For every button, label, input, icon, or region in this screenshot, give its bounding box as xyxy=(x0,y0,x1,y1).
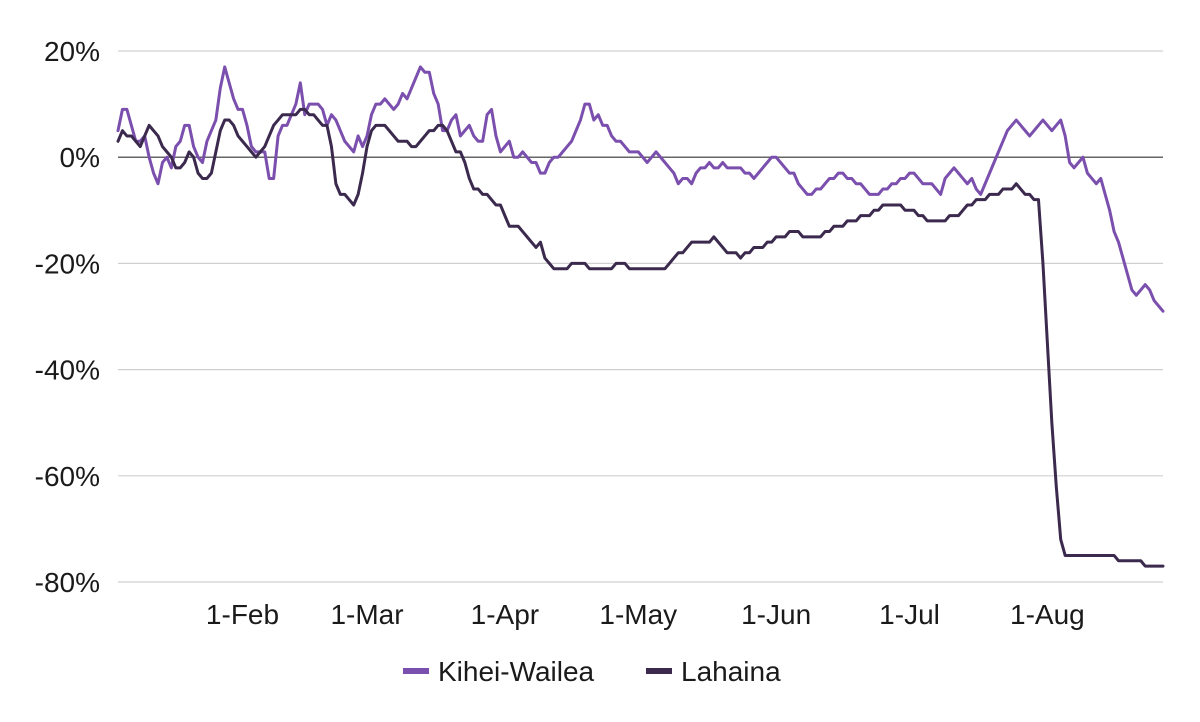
legend-label: Lahaina xyxy=(681,656,781,687)
plot-area xyxy=(116,65,1165,568)
y-tick-label: -80% xyxy=(35,567,100,598)
legend-swatch xyxy=(646,668,672,674)
legend-item-kihei-wailea: Kihei-Wailea xyxy=(403,656,595,687)
series-line-lahaina xyxy=(116,107,1165,568)
x-tick-label: 1-Jun xyxy=(741,599,811,630)
y-tick-label: -40% xyxy=(35,355,100,386)
legend-label: Kihei-Wailea xyxy=(438,656,595,687)
x-tick-label: 1-Apr xyxy=(471,599,539,630)
y-tick-label: -60% xyxy=(35,461,100,492)
x-tick-label: 1-Jul xyxy=(879,599,940,630)
x-tick-label: 1-Aug xyxy=(1010,599,1085,630)
y-tick-label: 0% xyxy=(60,142,100,173)
legend-item-lahaina: Lahaina xyxy=(646,656,781,687)
x-tick-label: 1-May xyxy=(599,599,677,630)
y-tick-label: -20% xyxy=(35,248,100,279)
series-line-kihei-wailea xyxy=(116,65,1165,313)
x-tick-label: 1-Mar xyxy=(330,599,403,630)
gridlines xyxy=(118,50,1163,583)
x-tick-label: 1-Feb xyxy=(206,599,279,630)
y-tick-label: 20% xyxy=(44,36,100,67)
legend: Kihei-Wailea Lahaina xyxy=(403,656,781,687)
legend-swatch xyxy=(403,668,429,674)
y-axis: 20% 0% -20% -40% -60% -80% xyxy=(35,36,100,598)
x-axis: 1-Feb 1-Mar 1-Apr 1-May 1-Jun 1-Jul 1-Aug xyxy=(206,599,1085,630)
